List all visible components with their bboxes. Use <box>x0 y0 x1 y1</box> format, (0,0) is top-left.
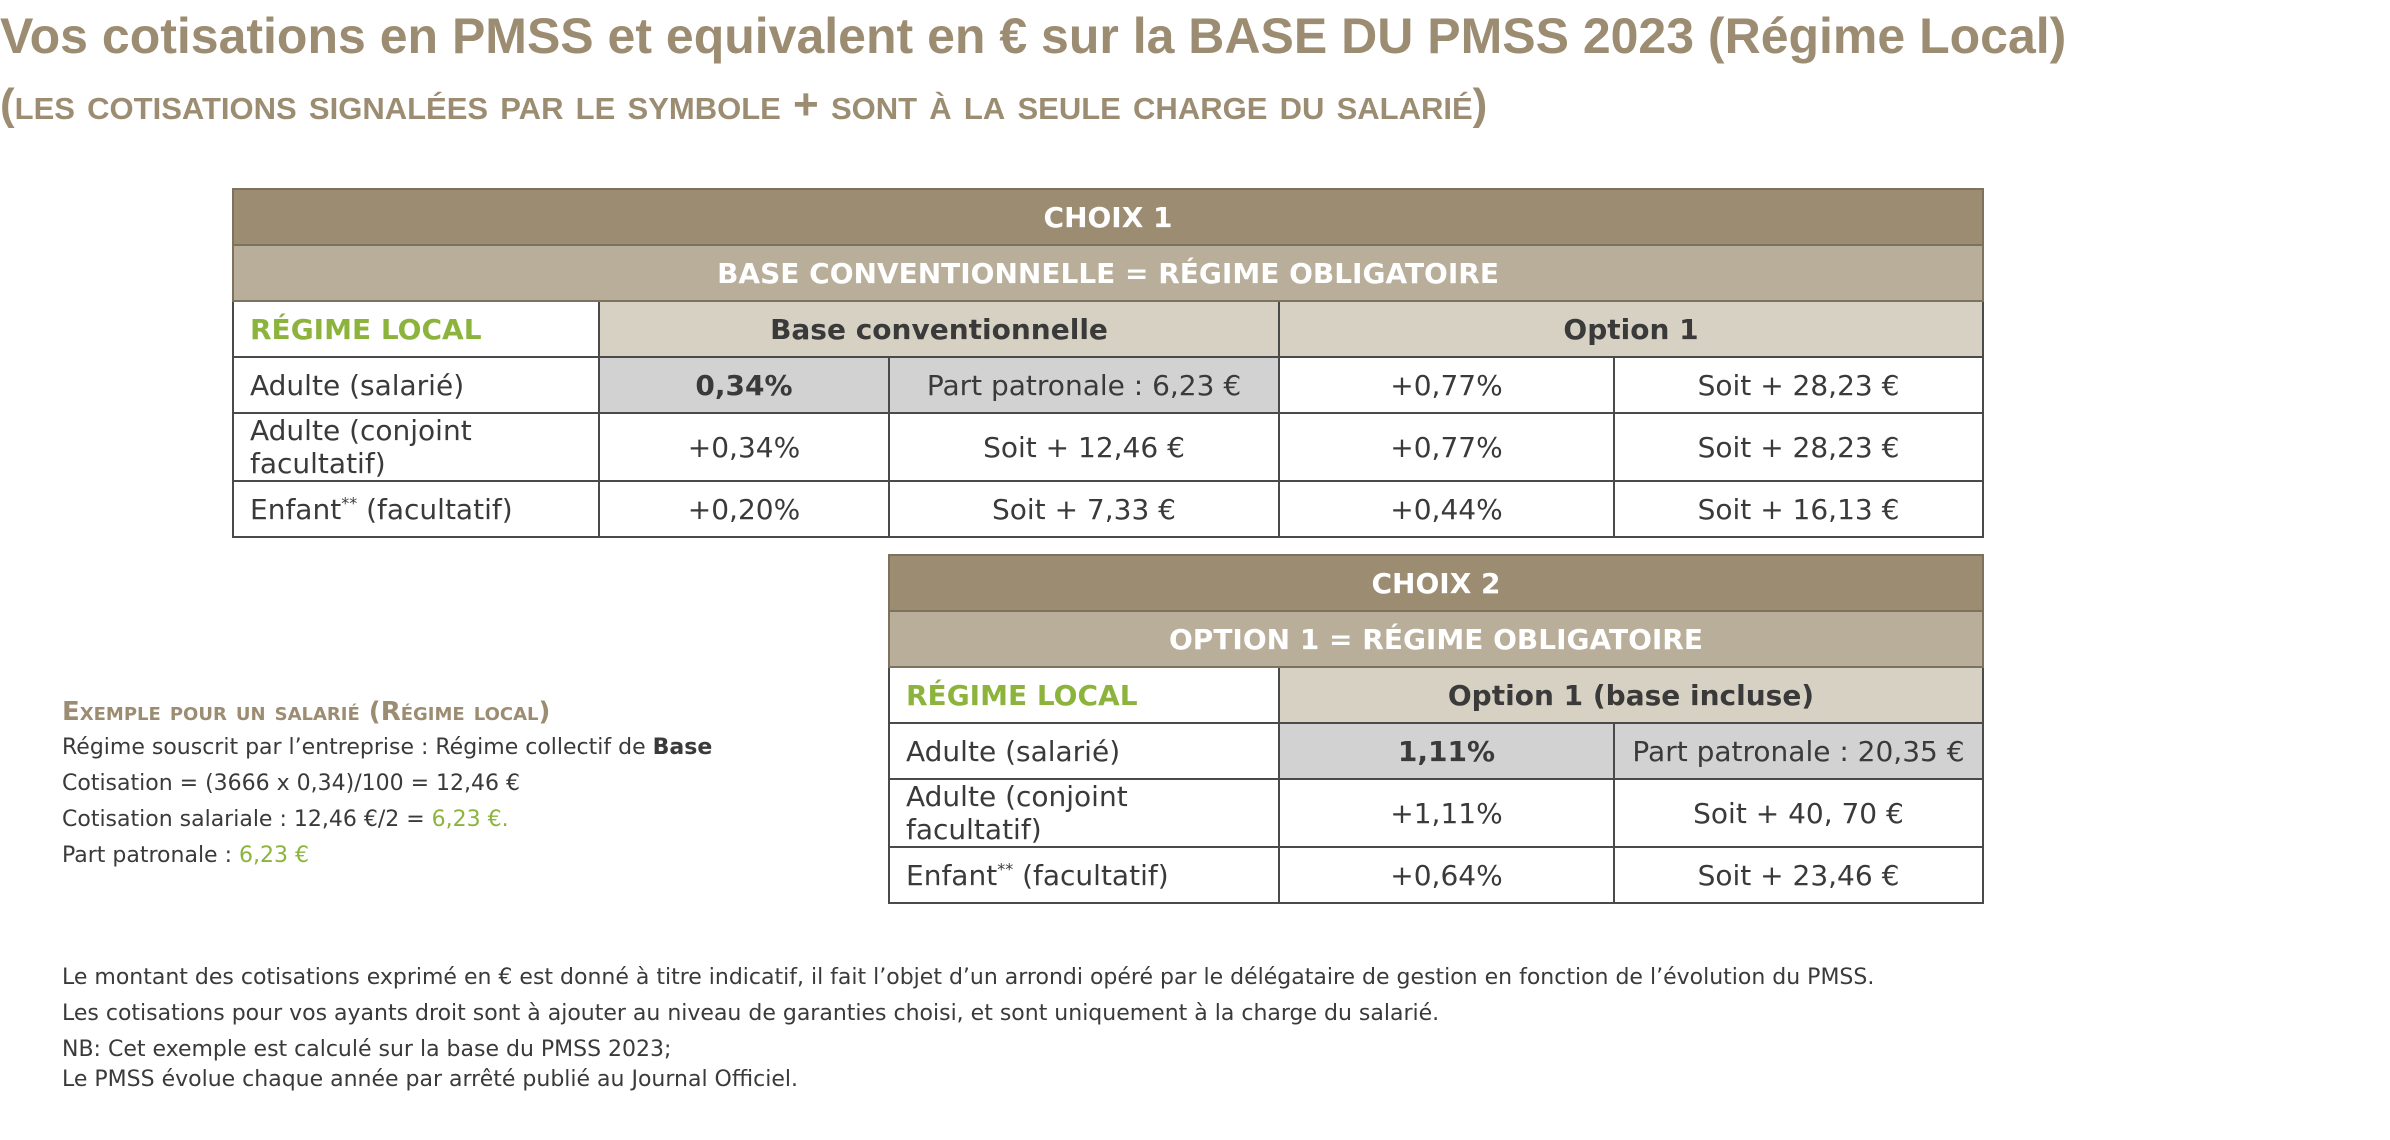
subtitle-text-2: SONT À LA SEULE CHARGE DU SALARIÉ <box>830 80 1473 129</box>
choix2-title: CHOIX 2 <box>888 554 1984 612</box>
base-amount: Soit + 12,46 € <box>888 412 1280 482</box>
choix1-col-base: Base conventionnelle <box>598 300 1280 358</box>
row-label: Adulte (salarié) <box>888 722 1280 780</box>
option-amount: Soit + 28,23 € <box>1612 356 1985 414</box>
table-row: Enfant** (facultatif) +0,20% Soit + 7,33… <box>232 480 1985 538</box>
option-rate: +1,11% <box>1278 778 1615 848</box>
row-label: Adulte (conjoint facultatif) <box>888 778 1280 848</box>
option-rate: +0,77% <box>1278 356 1615 414</box>
base-amount: Soit + 7,33 € <box>888 480 1280 538</box>
choix1-col-option: Option 1 <box>1277 300 1985 358</box>
row-label: Enfant** (facultatif) <box>888 846 1280 904</box>
page-subtitle: (LES COTISATIONS SIGNALÉES PAR LE SYMBOL… <box>0 70 1487 140</box>
note-2: Les cotisations pour vos ayants droit so… <box>62 1001 1440 1026</box>
table-row: Adulte (salarié) 1,11% Part patronale : … <box>888 722 1984 780</box>
page-title: Vos cotisations en PMSS et equivalent en… <box>0 8 2067 64</box>
base-rate: +0,34% <box>598 412 890 482</box>
option-amount: Soit + 28,23 € <box>1612 412 1985 482</box>
subtitle-text-1: LES COTISATIONS SIGNALÉES PAR LE SYMBOLE <box>14 80 781 129</box>
footnotes: Le montant des cotisations exprimé en € … <box>62 960 1874 1098</box>
choix2-regime-label: RÉGIME LOCAL <box>888 666 1280 724</box>
base-rate: +0,20% <box>598 480 890 538</box>
table-row: Adulte (salarié) 0,34% Part patronale : … <box>232 356 1985 414</box>
example-line-4: Part patronale : 6,23 € <box>62 843 309 868</box>
example-block: Exemple pour un salarié (Régime local) R… <box>62 694 712 874</box>
choix1-subtitle: BASE CONVENTIONNELLE = RÉGIME OBLIGATOIR… <box>231 244 1985 302</box>
subtitle-open-paren: ( <box>0 80 15 129</box>
option-rate: +0,44% <box>1278 480 1615 538</box>
example-line-3: Cotisation salariale : 12,46 €/2 = 6,23 … <box>62 807 509 832</box>
example-title: Exemple pour un salarié (Régime local) <box>62 697 551 727</box>
note-4: Le PMSS évolue chaque année par arrêté p… <box>62 1067 798 1092</box>
option-rate: +0,77% <box>1278 412 1615 482</box>
example-line-1: Régime souscrit par l’entreprise : Régim… <box>62 735 713 760</box>
choix1-title: CHOIX 1 <box>231 188 1985 246</box>
base-amount: Part patronale : 6,23 € <box>888 356 1280 414</box>
footnote-marker: ** <box>341 493 358 513</box>
note-3: NB: Cet exemple est calculé sur la base … <box>62 1037 672 1062</box>
option-amount: Soit + 40, 70 € <box>1613 778 1984 848</box>
option-amount: Soit + 23,46 € <box>1613 846 1984 904</box>
choix2-subtitle: OPTION 1 = RÉGIME OBLIGATOIRE <box>888 610 1984 668</box>
table-row: Adulte (conjoint facultatif) +1,11% Soit… <box>888 778 1984 848</box>
option-rate: +0,64% <box>1278 846 1615 904</box>
table-row: Enfant** (facultatif) +0,64% Soit + 23,4… <box>888 846 1984 904</box>
example-line-2: Cotisation = (3666 x 0,34)/100 = 12,46 € <box>62 771 521 796</box>
row-label: Enfant** (facultatif) <box>232 480 600 538</box>
choix2-col-option: Option 1 (base incluse) <box>1278 666 1984 724</box>
row-label: Adulte (conjoint facultatif) <box>232 412 600 482</box>
option-amount: Soit + 16,13 € <box>1612 480 1985 538</box>
subtitle-close-paren: ) <box>1472 80 1488 129</box>
table-row: Adulte (conjoint facultatif) +0,34% Soit… <box>232 412 1985 482</box>
base-rate: 0,34% <box>598 356 890 414</box>
row-label: Adulte (salarié) <box>232 356 600 414</box>
plus-symbol: + <box>780 80 831 129</box>
option-rate: 1,11% <box>1278 722 1615 780</box>
choix1-table: CHOIX 1 BASE CONVENTIONNELLE = RÉGIME OB… <box>231 188 1985 538</box>
choix2-table: CHOIX 2 OPTION 1 = RÉGIME OBLIGATOIRE RÉ… <box>888 554 1984 904</box>
option-amount: Part patronale : 20,35 € <box>1613 722 1984 780</box>
footnote-marker: ** <box>997 859 1014 879</box>
choix1-regime-label: RÉGIME LOCAL <box>232 300 600 358</box>
note-1: Le montant des cotisations exprimé en € … <box>62 965 1875 990</box>
